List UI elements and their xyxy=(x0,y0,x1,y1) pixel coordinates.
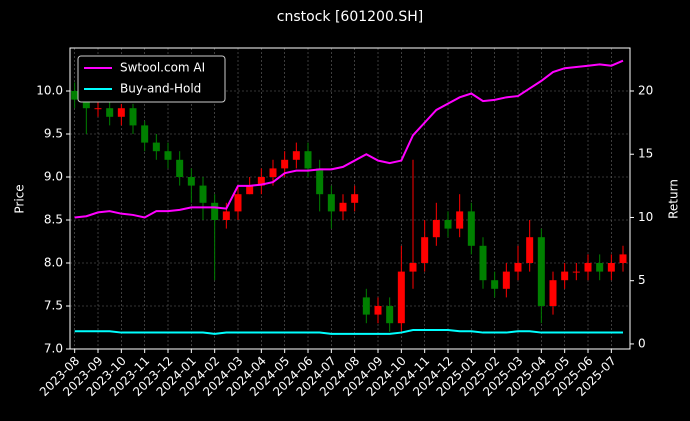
candle-body xyxy=(327,194,335,212)
candle-body xyxy=(479,245,487,281)
candle-body xyxy=(339,202,347,212)
candle-body xyxy=(257,177,265,186)
y-tick-label: 8.5 xyxy=(44,213,63,227)
y2-tick-label: 20 xyxy=(638,84,653,98)
y-tick-label: 9.0 xyxy=(44,170,63,184)
y2-axis-label: Return xyxy=(667,179,681,219)
y-tick-label: 9.5 xyxy=(44,127,63,141)
candle-body xyxy=(374,306,382,315)
candle-body xyxy=(117,108,125,117)
candle-body xyxy=(362,297,370,315)
candle-body xyxy=(467,211,475,246)
series-line xyxy=(74,329,623,335)
y2-tick-label: 5 xyxy=(638,273,646,287)
plot-frame xyxy=(69,47,631,350)
candle-body xyxy=(292,151,300,160)
candle-body xyxy=(164,151,172,160)
y2-tick-label: 10 xyxy=(638,210,653,224)
candle-body xyxy=(316,168,324,195)
y2-tick-label: 15 xyxy=(638,147,653,161)
candle-body xyxy=(71,91,79,100)
candle-body xyxy=(222,211,230,220)
candle-body xyxy=(491,280,499,289)
candle-body xyxy=(199,185,207,203)
candle-body xyxy=(619,254,627,263)
candle-body xyxy=(397,271,405,324)
candle-body xyxy=(281,159,289,169)
candle-body xyxy=(584,263,592,272)
candle-body xyxy=(269,168,277,177)
candle-body xyxy=(94,108,102,110)
legend: Swtool.com AI Buy-and-Hold xyxy=(77,55,226,103)
legend-box xyxy=(77,55,226,103)
candle-body xyxy=(211,202,219,220)
candle-body xyxy=(526,237,534,263)
y-tick-label: 8.0 xyxy=(44,256,63,270)
candle-body xyxy=(444,220,452,229)
candle-body xyxy=(152,142,160,152)
candle-body xyxy=(106,108,114,117)
candle-body xyxy=(432,220,440,238)
candle-body xyxy=(537,237,545,306)
candle-body xyxy=(561,271,569,281)
candle-body xyxy=(304,151,312,169)
candle-body xyxy=(176,159,184,177)
y2-tick-label: 0 xyxy=(638,336,646,350)
candle-body xyxy=(409,263,417,272)
y-axis-label: Price xyxy=(13,184,27,213)
candle-body xyxy=(572,271,580,273)
candle-body xyxy=(549,280,557,306)
y-tick-label: 7.0 xyxy=(44,342,63,356)
legend-label: Swtool.com AI xyxy=(120,61,205,75)
candle-body xyxy=(82,99,90,109)
y-tick-label: 7.5 xyxy=(44,299,63,313)
legend-label: Buy-and-Hold xyxy=(120,82,201,96)
candle-body xyxy=(141,125,149,143)
candle-body xyxy=(514,263,522,272)
candle-body xyxy=(502,271,510,289)
candle-body xyxy=(386,306,394,324)
candle-body xyxy=(129,108,137,126)
candle-body xyxy=(421,237,429,263)
candle-body xyxy=(246,185,254,195)
candle-body xyxy=(607,263,615,272)
chart-title: cnstock [601200.SH] xyxy=(277,9,423,25)
candle-body xyxy=(596,263,604,272)
candle-body xyxy=(351,194,359,203)
candle-body xyxy=(187,177,195,186)
series-line xyxy=(74,59,624,219)
candle-body xyxy=(234,194,242,212)
y-tick-label: 10.0 xyxy=(36,84,63,98)
candle-body xyxy=(456,211,464,229)
